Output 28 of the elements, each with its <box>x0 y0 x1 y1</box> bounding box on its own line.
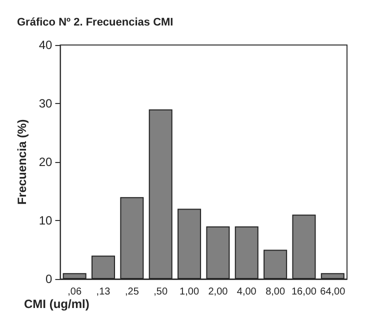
bar <box>62 273 86 279</box>
x-tick-label: ,06 <box>68 286 82 298</box>
bar <box>92 256 116 279</box>
y-axis-title: Frecuencia (%) <box>15 119 29 205</box>
y-tick-label: 40 <box>38 38 53 52</box>
x-tick-label: 64,00 <box>320 286 346 298</box>
x-tick-label: 2,00 <box>208 286 228 298</box>
y-tick-label: 10 <box>38 214 53 228</box>
y-tick-label: 30 <box>38 96 53 110</box>
x-tick-label: 1,00 <box>180 286 200 298</box>
bar <box>120 197 144 279</box>
chart-title: Gráfico Nº 2. Frecuencias CMI <box>17 16 174 28</box>
x-tick-label: ,25 <box>124 286 140 298</box>
bar <box>292 214 316 279</box>
bar <box>206 226 230 279</box>
x-tick-label: 4,00 <box>236 286 257 298</box>
bar <box>148 109 172 279</box>
x-tick-label: 16,00 <box>291 286 317 298</box>
y-tick-label: 0 <box>46 272 53 286</box>
x-axis-title: CMI (ug/ml) <box>24 297 90 311</box>
x-tick-label: ,13 <box>96 286 111 298</box>
bar <box>178 208 202 279</box>
x-tick-label: ,50 <box>154 286 168 298</box>
bar <box>320 273 344 279</box>
bar <box>234 226 258 279</box>
x-tick-label: 8,00 <box>266 286 286 298</box>
bar <box>264 250 288 279</box>
y-tick-label: 20 <box>38 155 53 169</box>
